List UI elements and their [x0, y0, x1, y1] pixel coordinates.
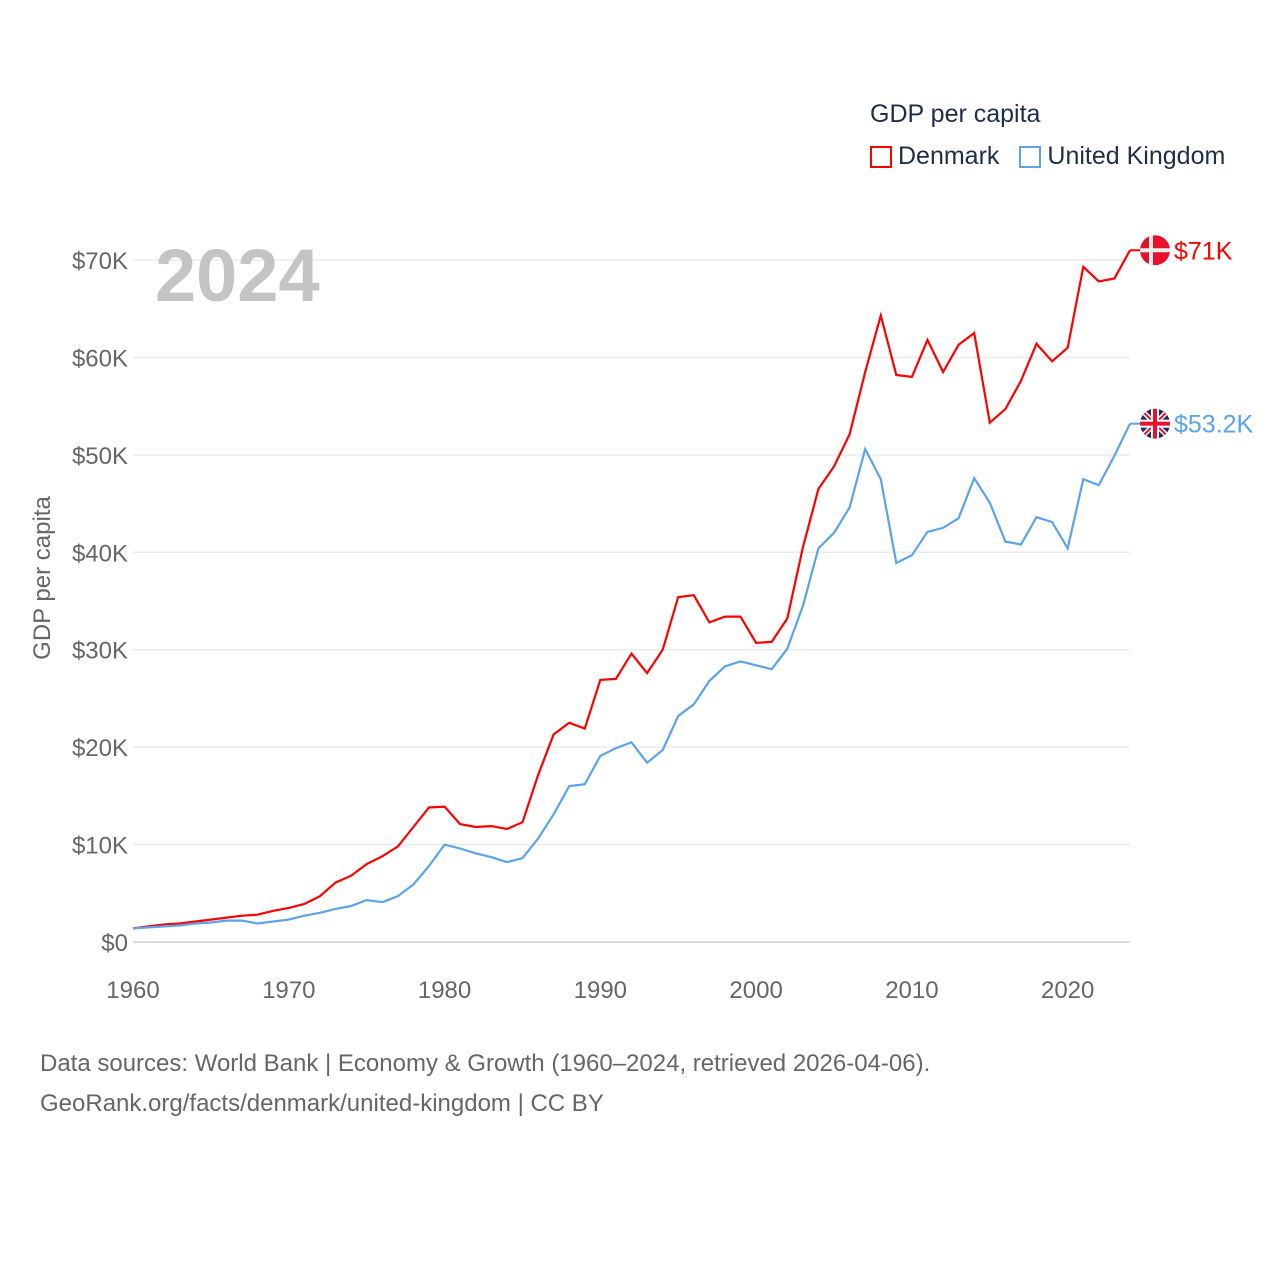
x-tick-label: 1990: [574, 977, 627, 1004]
denmark-flag-icon: [1140, 235, 1170, 266]
y-tick-label: $30K: [72, 638, 128, 665]
y-tick-label: $50K: [72, 443, 128, 470]
y-tick-label: $60K: [72, 345, 128, 372]
attribution-link[interactable]: GeoRank.org/facts/denmark/united-kingdom…: [40, 1090, 604, 1117]
legend-swatch-denmark: [870, 145, 892, 168]
flag-cross-v: [1153, 408, 1157, 439]
legend-title: GDP per capita: [870, 100, 1041, 128]
y-tick-label: $20K: [72, 735, 128, 762]
legend-item-united-kingdom[interactable]: United Kingdom: [1019, 142, 1225, 171]
legend-label: United Kingdom: [1047, 142, 1226, 170]
flag-body: [1140, 235, 1170, 266]
y-tick-label: $70K: [72, 248, 128, 275]
data-source-text: Data sources: World Bank | Economy & Gro…: [40, 1050, 931, 1077]
y-tick-label: $40K: [72, 540, 128, 567]
footer: Data sources: World Bank | Economy & Gro…: [40, 1044, 930, 1124]
flag-cross-v: [1149, 235, 1153, 266]
uk-flag-icon: [1140, 408, 1170, 439]
x-tick-label: 2020: [1041, 977, 1094, 1004]
x-tick-label: 1960: [106, 977, 159, 1004]
legend-label: Denmark: [898, 142, 1000, 170]
legend-item-denmark[interactable]: Denmark: [870, 142, 999, 171]
series-line-united-kingdom: [132, 423, 1131, 930]
year-watermark: 2024: [155, 234, 320, 317]
series-line-denmark: [132, 249, 1131, 930]
x-tick-label: 1980: [418, 977, 471, 1004]
x-tick-label: 2010: [885, 977, 938, 1004]
end-value-label: $53.2K: [1174, 411, 1254, 439]
x-tick-label: 1970: [262, 977, 315, 1004]
y-axis-label: GDP per capita: [29, 496, 56, 660]
legend: Denmark United Kingdom: [870, 142, 1225, 171]
flag-cross-h: [1140, 248, 1170, 253]
y-tick-label: $0: [101, 930, 128, 957]
y-tick-label: $10K: [72, 833, 128, 860]
end-value-label: $71K: [1174, 237, 1233, 265]
legend-swatch-united-kingdom: [1019, 145, 1042, 168]
x-tick-label: 2000: [729, 977, 782, 1004]
flag-body: [1140, 408, 1170, 439]
